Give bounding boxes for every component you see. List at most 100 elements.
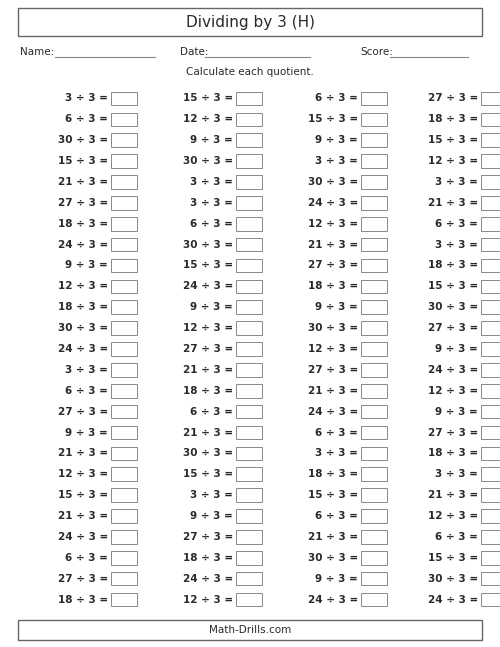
Bar: [111, 133, 137, 147]
Bar: [481, 530, 500, 543]
Text: 15 ÷ 3 =: 15 ÷ 3 =: [428, 281, 478, 291]
Text: 12 ÷ 3 =: 12 ÷ 3 =: [308, 219, 358, 229]
Text: 3 ÷ 3 =: 3 ÷ 3 =: [190, 198, 233, 208]
Text: 9 ÷ 3 =: 9 ÷ 3 =: [190, 135, 233, 145]
Bar: [236, 280, 262, 293]
Bar: [361, 530, 387, 543]
Text: 24 ÷ 3 =: 24 ÷ 3 =: [428, 595, 478, 604]
Bar: [236, 342, 262, 356]
Text: 21 ÷ 3 =: 21 ÷ 3 =: [308, 532, 358, 542]
Bar: [361, 322, 387, 335]
Text: 6 ÷ 3 =: 6 ÷ 3 =: [65, 553, 108, 563]
Text: 27 ÷ 3 =: 27 ÷ 3 =: [58, 407, 108, 417]
Text: Name:: Name:: [20, 47, 54, 57]
Bar: [361, 92, 387, 105]
Text: 15 ÷ 3 =: 15 ÷ 3 =: [183, 469, 233, 479]
Bar: [481, 363, 500, 377]
Text: 24 ÷ 3 =: 24 ÷ 3 =: [183, 281, 233, 291]
Bar: [18, 620, 482, 640]
Bar: [361, 468, 387, 481]
Bar: [111, 238, 137, 252]
Bar: [481, 342, 500, 356]
Text: 24 ÷ 3 =: 24 ÷ 3 =: [58, 239, 108, 250]
Text: 6 ÷ 3 =: 6 ÷ 3 =: [435, 219, 478, 229]
Text: 3 ÷ 3 =: 3 ÷ 3 =: [315, 448, 358, 459]
Text: 27 ÷ 3 =: 27 ÷ 3 =: [58, 198, 108, 208]
Text: 15 ÷ 3 =: 15 ÷ 3 =: [183, 93, 233, 104]
Bar: [111, 509, 137, 523]
Bar: [361, 238, 387, 252]
Text: 6 ÷ 3 =: 6 ÷ 3 =: [315, 511, 358, 521]
Text: 3 ÷ 3 =: 3 ÷ 3 =: [190, 177, 233, 187]
Text: 3 ÷ 3 =: 3 ÷ 3 =: [65, 93, 108, 104]
Text: 12 ÷ 3 =: 12 ÷ 3 =: [308, 344, 358, 354]
Bar: [236, 593, 262, 606]
Text: 30 ÷ 3 =: 30 ÷ 3 =: [308, 323, 358, 333]
Text: 27 ÷ 3 =: 27 ÷ 3 =: [428, 428, 478, 437]
Bar: [236, 488, 262, 502]
Text: 27 ÷ 3 =: 27 ÷ 3 =: [308, 365, 358, 375]
Text: 12 ÷ 3 =: 12 ÷ 3 =: [58, 281, 108, 291]
Bar: [236, 551, 262, 565]
Bar: [111, 593, 137, 606]
Text: 30 ÷ 3 =: 30 ÷ 3 =: [308, 553, 358, 563]
Bar: [111, 113, 137, 126]
Text: 30 ÷ 3 =: 30 ÷ 3 =: [428, 302, 478, 313]
Bar: [236, 217, 262, 230]
Bar: [481, 593, 500, 606]
Text: 3 ÷ 3 =: 3 ÷ 3 =: [315, 156, 358, 166]
Bar: [481, 300, 500, 314]
Bar: [18, 8, 482, 36]
Bar: [481, 196, 500, 210]
Text: 21 ÷ 3 =: 21 ÷ 3 =: [183, 428, 233, 437]
Bar: [361, 280, 387, 293]
Bar: [236, 384, 262, 397]
Text: 12 ÷ 3 =: 12 ÷ 3 =: [58, 469, 108, 479]
Bar: [361, 363, 387, 377]
Bar: [361, 384, 387, 397]
Text: 18 ÷ 3 =: 18 ÷ 3 =: [428, 448, 478, 459]
Bar: [361, 593, 387, 606]
Text: Calculate each quotient.: Calculate each quotient.: [186, 67, 314, 77]
Text: 12 ÷ 3 =: 12 ÷ 3 =: [428, 386, 478, 396]
Bar: [481, 446, 500, 460]
Text: 30 ÷ 3 =: 30 ÷ 3 =: [183, 156, 233, 166]
Bar: [481, 509, 500, 523]
Text: 27 ÷ 3 =: 27 ÷ 3 =: [58, 574, 108, 584]
Bar: [236, 175, 262, 189]
Text: 15 ÷ 3 =: 15 ÷ 3 =: [428, 135, 478, 145]
Text: 30 ÷ 3 =: 30 ÷ 3 =: [183, 239, 233, 250]
Bar: [111, 175, 137, 189]
Bar: [236, 468, 262, 481]
Text: 9 ÷ 3 =: 9 ÷ 3 =: [435, 407, 478, 417]
Text: 21 ÷ 3 =: 21 ÷ 3 =: [308, 386, 358, 396]
Text: Math-Drills.com: Math-Drills.com: [209, 625, 291, 635]
Bar: [111, 572, 137, 586]
Bar: [111, 92, 137, 105]
Text: 18 ÷ 3 =: 18 ÷ 3 =: [308, 281, 358, 291]
Bar: [236, 133, 262, 147]
Text: 6 ÷ 3 =: 6 ÷ 3 =: [435, 532, 478, 542]
Bar: [361, 217, 387, 230]
Bar: [111, 300, 137, 314]
Bar: [111, 342, 137, 356]
Text: 3 ÷ 3 =: 3 ÷ 3 =: [190, 490, 233, 500]
Text: 21 ÷ 3 =: 21 ÷ 3 =: [58, 511, 108, 521]
Bar: [236, 113, 262, 126]
Text: 3 ÷ 3 =: 3 ÷ 3 =: [435, 177, 478, 187]
Bar: [236, 300, 262, 314]
Text: 21 ÷ 3 =: 21 ÷ 3 =: [183, 365, 233, 375]
Text: 9 ÷ 3 =: 9 ÷ 3 =: [65, 428, 108, 437]
Text: 18 ÷ 3 =: 18 ÷ 3 =: [58, 595, 108, 604]
Bar: [111, 488, 137, 502]
Text: 18 ÷ 3 =: 18 ÷ 3 =: [58, 302, 108, 313]
Bar: [111, 217, 137, 230]
Text: 24 ÷ 3 =: 24 ÷ 3 =: [428, 365, 478, 375]
Bar: [111, 446, 137, 460]
Text: Date:: Date:: [180, 47, 208, 57]
Text: 18 ÷ 3 =: 18 ÷ 3 =: [428, 115, 478, 124]
Text: 30 ÷ 3 =: 30 ÷ 3 =: [308, 177, 358, 187]
Bar: [481, 468, 500, 481]
Bar: [236, 363, 262, 377]
Bar: [111, 384, 137, 397]
